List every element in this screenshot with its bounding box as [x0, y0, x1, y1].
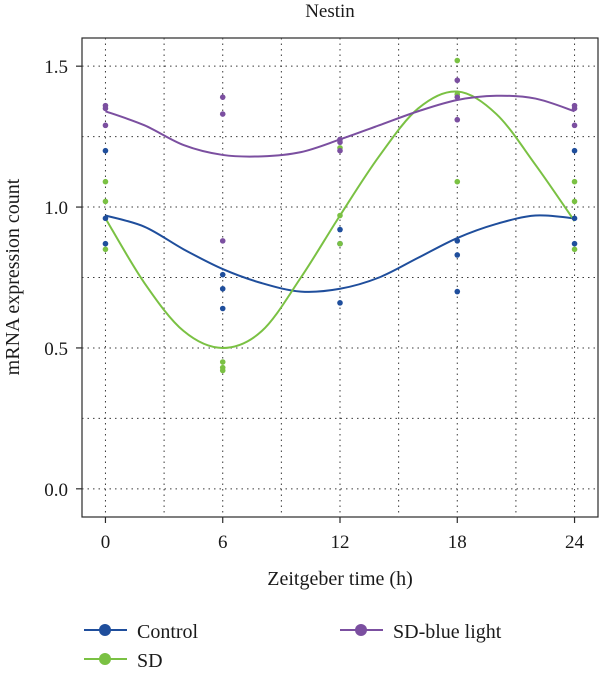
data-point-control-12 [571, 147, 578, 154]
data-point-sd-14 [571, 246, 578, 253]
data-point-sd-8 [337, 240, 343, 247]
axes: 0 6 12 18 24 0.0 0.5 1.0 1.5 [44, 57, 584, 553]
x-tick-label-2: 12 [331, 532, 350, 553]
data-point-sd-12 [571, 178, 578, 185]
data-point-control-8 [337, 300, 343, 306]
data-point-sd-1 [102, 198, 109, 205]
data-point-sd-blue-light-1 [102, 105, 109, 112]
data-point-sd-blue-light-4 [219, 111, 226, 117]
legend: Control SD SD-blue light [84, 621, 502, 672]
data-points [102, 57, 578, 374]
x-tick-label-4: 24 [565, 532, 585, 553]
data-point-control-13 [571, 215, 578, 222]
data-point-sd-9 [454, 57, 461, 64]
x-tick-label-3: 18 [448, 532, 467, 553]
data-point-control-6 [337, 226, 343, 233]
data-point-control-9 [454, 238, 461, 244]
data-point-control-3 [219, 271, 226, 278]
data-point-sd-13 [571, 198, 578, 205]
data-point-sd-blue-light-10 [454, 94, 461, 100]
data-point-sd-blue-light-9 [454, 77, 461, 84]
data-point-sd-7 [337, 212, 343, 219]
data-point-control-5 [219, 305, 226, 312]
legend-label-sd-blue-light: SD-blue light [393, 621, 502, 643]
y-tick-label-1: 0.5 [44, 339, 68, 360]
data-point-control-0 [102, 147, 109, 154]
data-point-sd-blue-light-3 [219, 94, 226, 100]
legend-swatch-sd-blue-light-dot [355, 624, 367, 636]
data-point-sd-5 [219, 367, 226, 374]
chart-title: Nestin [305, 1, 355, 22]
legend-label-control: Control [137, 621, 199, 643]
data-point-control-11 [454, 288, 461, 295]
data-point-sd-blue-light-11 [454, 116, 461, 123]
data-point-control-10 [454, 252, 461, 258]
data-point-control-4 [219, 285, 226, 292]
legend-swatch-sd-dot [99, 653, 111, 665]
data-point-sd-blue-light-8 [337, 147, 343, 154]
legend-item-sd-blue-light: SD-blue light [340, 621, 502, 643]
data-point-control-1 [102, 215, 109, 222]
data-point-sd-blue-light-2 [102, 122, 109, 129]
data-point-sd-blue-light-5 [219, 238, 226, 244]
legend-label-sd: SD [137, 650, 163, 671]
fit-curve-control [105, 214, 575, 293]
grid-lines [82, 38, 598, 517]
legend-swatch-control-dot [99, 624, 111, 636]
data-point-control-2 [102, 240, 109, 247]
data-point-sd-2 [102, 246, 109, 253]
data-point-sd-blue-light-13 [571, 105, 578, 112]
x-tick-label-1: 6 [218, 532, 228, 553]
y-axis-label: mRNA expression count [2, 178, 24, 375]
legend-item-control: Control [84, 621, 199, 643]
legend-item-sd: SD [84, 650, 163, 672]
x-axis-label: Zeitgeber time (h) [267, 568, 413, 590]
data-point-sd-11 [454, 178, 461, 185]
y-tick-label-3: 1.5 [44, 57, 68, 78]
data-point-sd-0 [102, 178, 109, 185]
y-tick-label-2: 1.0 [44, 198, 68, 219]
data-point-control-14 [571, 240, 578, 247]
y-tick-label-0: 0.0 [44, 480, 68, 501]
data-point-sd-blue-light-7 [337, 139, 343, 146]
data-point-sd-3 [219, 359, 226, 365]
x-tick-label-0: 0 [101, 532, 111, 553]
data-point-sd-blue-light-14 [571, 122, 578, 129]
